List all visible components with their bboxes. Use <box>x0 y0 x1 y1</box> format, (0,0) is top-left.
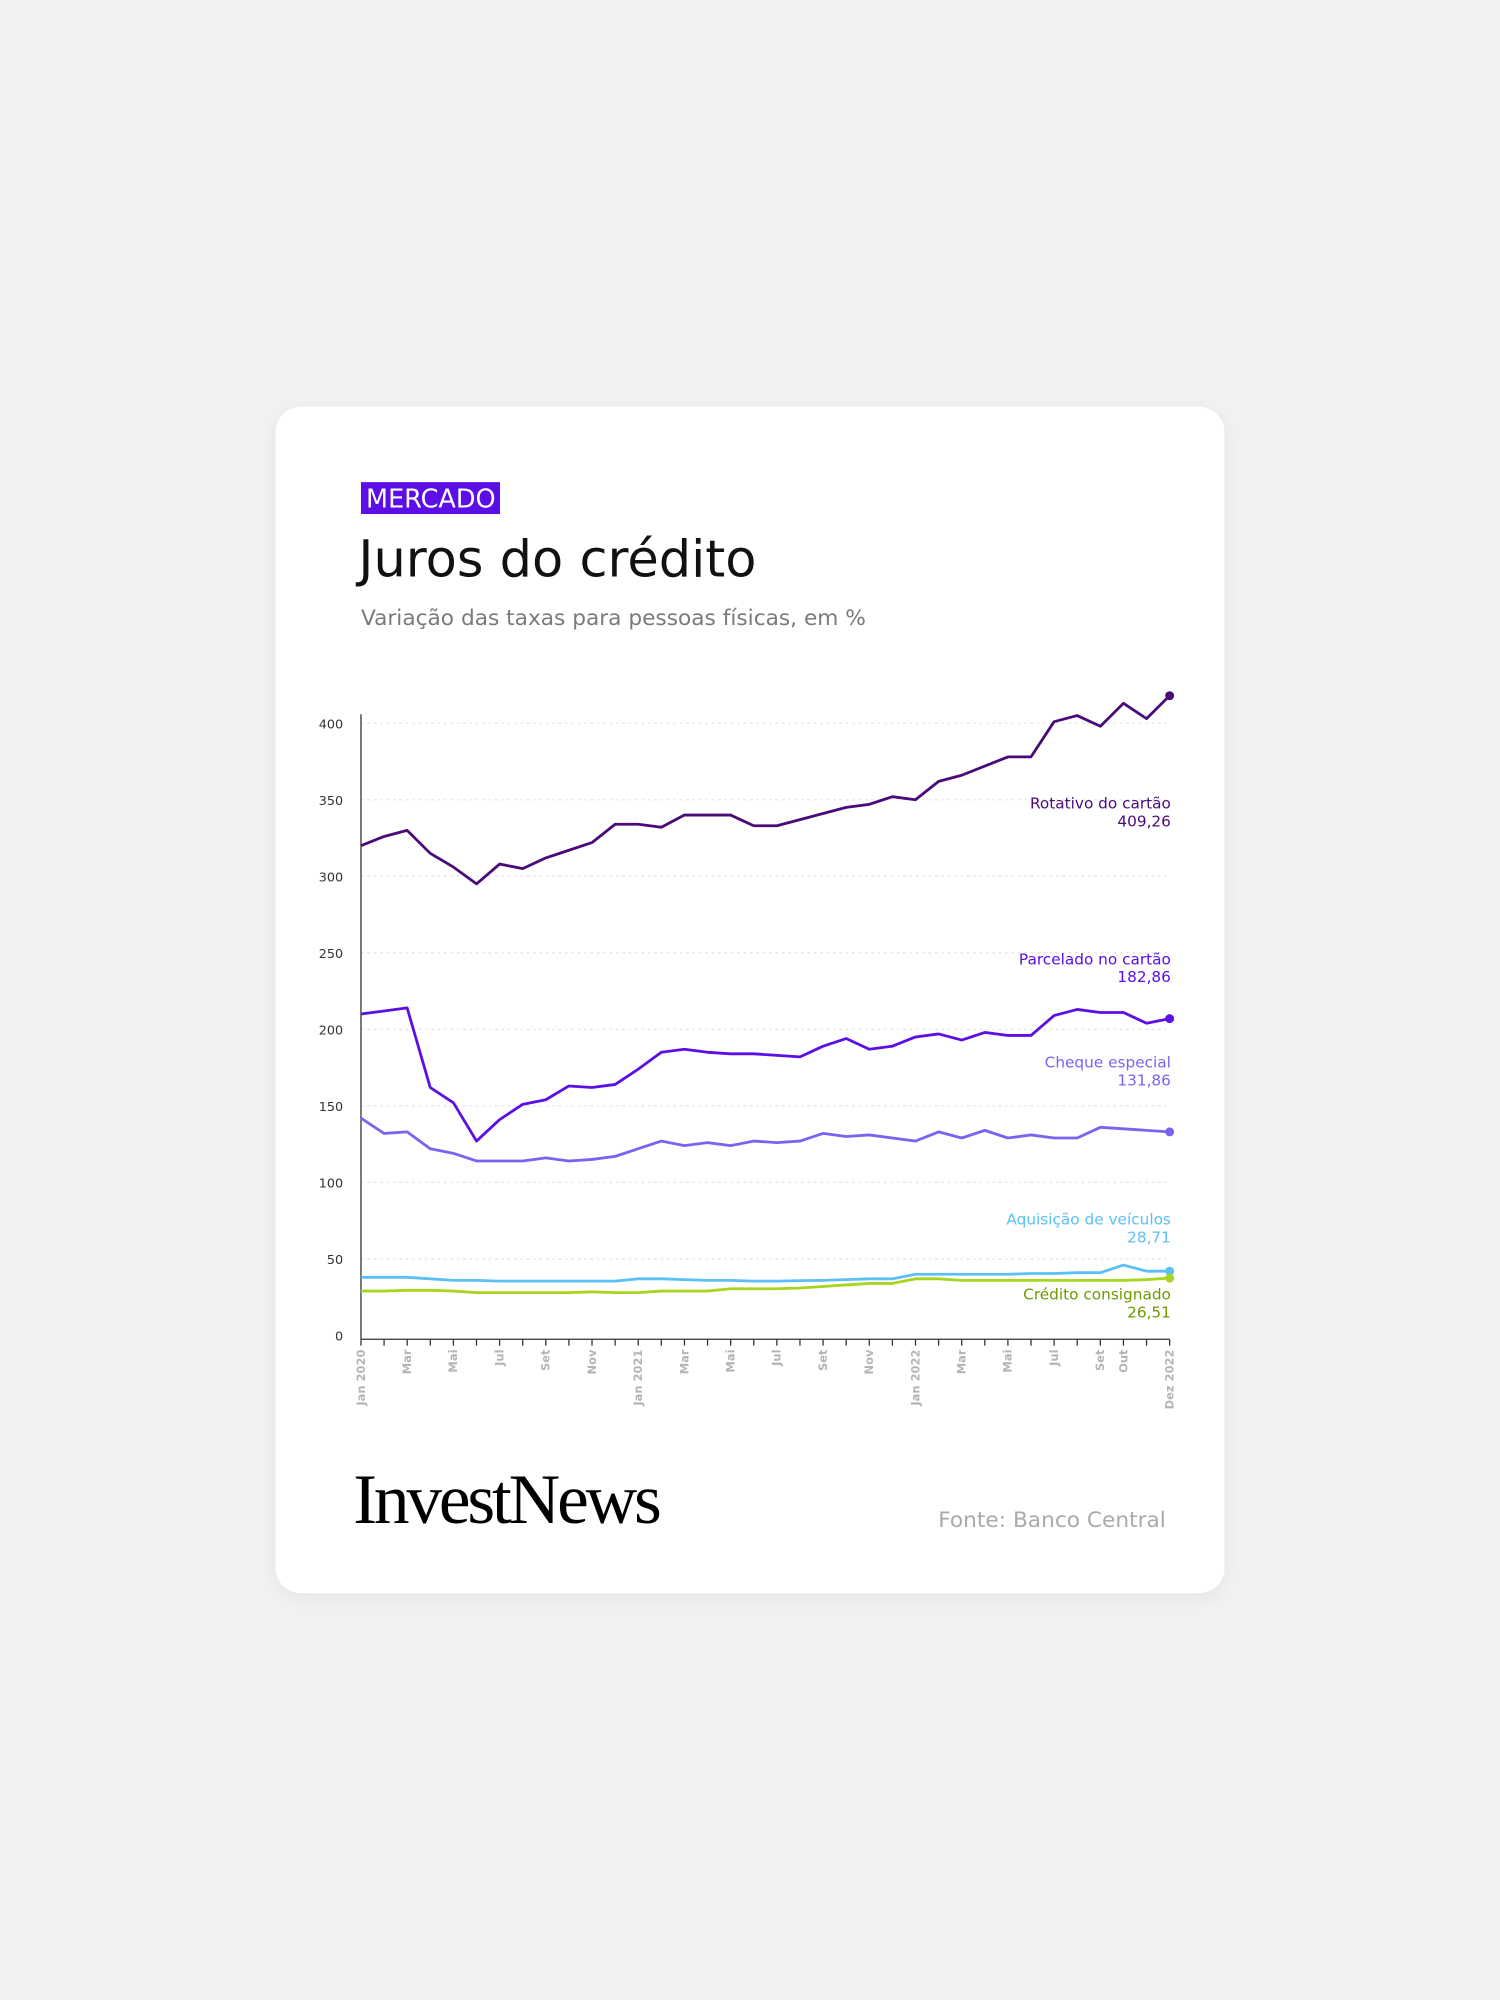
tag-badge <box>360 482 500 515</box>
series-label: Crédito consignado <box>1023 1286 1171 1304</box>
y-tick-label: 0 <box>335 1330 343 1345</box>
end-point <box>1165 1014 1175 1024</box>
y-tick-label: 200 <box>319 1023 343 1038</box>
end-point <box>1165 1273 1175 1283</box>
line-series <box>360 1263 1170 1283</box>
tag: MERCADO <box>366 485 496 515</box>
x-tick-label: Set <box>816 1349 830 1371</box>
chart-subtitle: Variação das taxas para pessoas físicas,… <box>361 606 866 631</box>
brand-logo: InvestNews <box>353 1460 660 1539</box>
series-note: 28,71 <box>1127 1228 1171 1246</box>
series-note: 409,26 <box>1117 813 1171 831</box>
plot: 0 50 100 150 200 250 300 350 400 Jan 2020 Mar Mai Ju… <box>319 691 1176 1409</box>
x-tick-label: Nov <box>585 1349 599 1374</box>
y-tick-label: 100 <box>319 1177 343 1192</box>
x-tick-label: Mai <box>446 1349 460 1372</box>
x-tick-label: Mar <box>400 1349 414 1374</box>
line-series <box>360 694 1171 886</box>
series-label: Cheque especial <box>1045 1054 1171 1072</box>
x-tick-label: Jul <box>1047 1349 1061 1366</box>
x-tick-label: Mai <box>723 1349 737 1372</box>
y-tick-label: 350 <box>319 794 343 809</box>
end-point <box>1165 1266 1175 1276</box>
y-tick-label: 250 <box>319 947 343 962</box>
card <box>275 406 1225 1594</box>
x-tick-label: Mai <box>1001 1349 1015 1372</box>
x-tick-label: Dez 2022 <box>1162 1349 1176 1409</box>
series-label: Aquisição de veículos <box>1006 1210 1170 1228</box>
source: Fonte: Banco Central <box>938 1508 1166 1533</box>
x-tick-label: Mar <box>955 1349 969 1374</box>
end-point <box>1165 1127 1175 1137</box>
y-tick-label: 50 <box>327 1253 343 1268</box>
y-tick-label: 300 <box>319 870 343 885</box>
chart-title: Juros do crédito <box>355 531 756 590</box>
end-point <box>1165 691 1175 701</box>
line-series <box>360 1006 1170 1143</box>
series-label: Parcelado no cartão <box>1019 950 1171 968</box>
x-tick-label: Mar <box>677 1349 691 1374</box>
x-tick-label: Jan 2022 <box>908 1349 922 1406</box>
x-tick-label: Set <box>1093 1349 1107 1371</box>
x-tick-label: Jul <box>770 1349 784 1366</box>
x-tick-label: Jan 2020 <box>354 1349 368 1406</box>
series-note: 131,86 <box>1117 1071 1171 1089</box>
x-tick-label: Out <box>1116 1349 1130 1373</box>
x-tick-label: Nov <box>862 1349 876 1374</box>
series-label: Rotativo do cartão <box>1030 795 1171 813</box>
x-tick-label: Jul <box>492 1349 506 1366</box>
y-tick-label: 150 <box>319 1100 343 1115</box>
y-tick-label: 400 <box>319 717 343 732</box>
x-tick-label: Set <box>539 1349 553 1371</box>
series-note: 182,86 <box>1117 968 1171 986</box>
line-series <box>360 1276 1170 1295</box>
x-tick-label: Jan 2021 <box>631 1349 645 1406</box>
line-series <box>360 1116 1170 1163</box>
series-note: 26,51 <box>1127 1304 1171 1322</box>
